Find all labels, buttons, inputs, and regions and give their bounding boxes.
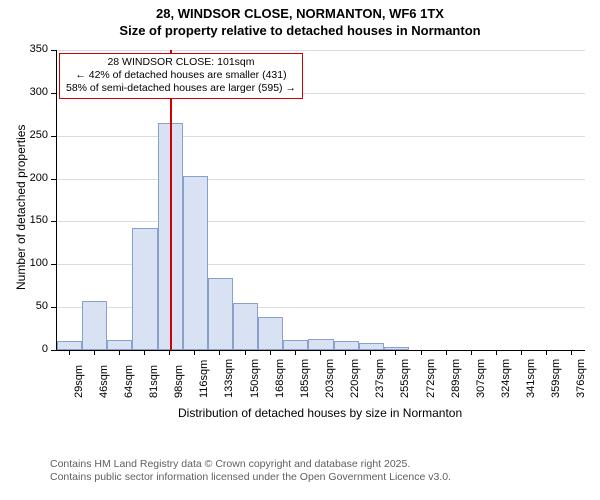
ytick-mark [51, 50, 56, 51]
histogram-bar [208, 278, 233, 350]
histogram-bar [57, 341, 82, 350]
xtick-label: 133sqm [223, 359, 235, 398]
ytick-label: 0 [18, 343, 48, 355]
gridline [57, 136, 585, 137]
xtick-mark [320, 350, 321, 355]
xtick-mark [194, 350, 195, 355]
xtick-mark [370, 350, 371, 355]
gridline [57, 221, 585, 222]
xtick-label: 168sqm [274, 359, 286, 398]
histogram-bar [258, 317, 283, 350]
ytick-label: 300 [18, 86, 48, 98]
xtick-mark [245, 350, 246, 355]
chart-title-line1: 28, WINDSOR CLOSE, NORMANTON, WF6 1TX [0, 6, 600, 23]
annotation-box: 28 WINDSOR CLOSE: 101sqm← 42% of detache… [59, 53, 303, 98]
xtick-label: 376sqm [575, 359, 587, 398]
xtick-label: 29sqm [73, 365, 85, 398]
xtick-mark [295, 350, 296, 355]
xtick-label: 307sqm [475, 359, 487, 398]
histogram-bar [132, 228, 157, 350]
ytick-mark [51, 179, 56, 180]
xtick-mark [144, 350, 145, 355]
xtick-label: 289sqm [450, 359, 462, 398]
xtick-mark [169, 350, 170, 355]
xtick-label: 185sqm [299, 359, 311, 398]
ytick-mark [51, 136, 56, 137]
histogram-bar [107, 340, 132, 350]
xtick-label: 203sqm [324, 359, 336, 398]
xtick-label: 46sqm [98, 365, 110, 398]
chart-title-line2: Size of property relative to detached ho… [0, 23, 600, 40]
footer-line1: Contains HM Land Registry data © Crown c… [50, 458, 451, 471]
ytick-label: 350 [18, 43, 48, 55]
histogram-bar [334, 341, 359, 350]
xtick-label: 81sqm [148, 365, 160, 398]
histogram-bar [308, 339, 333, 350]
histogram-bar [82, 301, 107, 350]
xtick-mark [395, 350, 396, 355]
xtick-mark [69, 350, 70, 355]
xtick-mark [496, 350, 497, 355]
xtick-mark [471, 350, 472, 355]
histogram-chart: 28 WINDSOR CLOSE: 101sqm← 42% of detache… [0, 44, 600, 448]
histogram-bar [183, 176, 208, 350]
xtick-mark [270, 350, 271, 355]
xtick-mark [521, 350, 522, 355]
ytick-mark [51, 307, 56, 308]
xtick-label: 220sqm [349, 359, 361, 398]
xtick-label: 237sqm [374, 359, 386, 398]
xtick-label: 150sqm [249, 359, 261, 398]
ytick-mark [51, 350, 56, 351]
xtick-mark [219, 350, 220, 355]
y-axis-label: Number of detached properties [14, 125, 28, 290]
xtick-label: 64sqm [123, 365, 135, 398]
histogram-bar [233, 303, 258, 350]
xtick-mark [446, 350, 447, 355]
xtick-mark [119, 350, 120, 355]
x-axis-label: Distribution of detached houses by size … [178, 406, 462, 420]
xtick-label: 98sqm [173, 365, 185, 398]
annotation-line: 58% of semi-detached houses are larger (… [66, 82, 296, 95]
annotation-line: ← 42% of detached houses are smaller (43… [66, 69, 296, 82]
xtick-label: 324sqm [500, 359, 512, 398]
xtick-mark [546, 350, 547, 355]
xtick-label: 359sqm [550, 359, 562, 398]
xtick-mark [94, 350, 95, 355]
gridline [57, 50, 585, 51]
histogram-bar [283, 340, 308, 350]
xtick-mark [421, 350, 422, 355]
ytick-mark [51, 221, 56, 222]
xtick-label: 272sqm [425, 359, 437, 398]
xtick-mark [571, 350, 572, 355]
ytick-mark [51, 93, 56, 94]
xtick-mark [345, 350, 346, 355]
annotation-line: 28 WINDSOR CLOSE: 101sqm [66, 56, 296, 69]
ytick-label: 50 [18, 300, 48, 312]
histogram-bar [359, 343, 384, 350]
xtick-label: 255sqm [399, 359, 411, 398]
plot-area: 28 WINDSOR CLOSE: 101sqm← 42% of detache… [56, 50, 585, 351]
xtick-label: 116sqm [198, 360, 210, 398]
footer-line2: Contains public sector information licen… [50, 471, 451, 484]
ytick-mark [51, 264, 56, 265]
xtick-label: 341sqm [525, 359, 537, 398]
gridline [57, 179, 585, 180]
